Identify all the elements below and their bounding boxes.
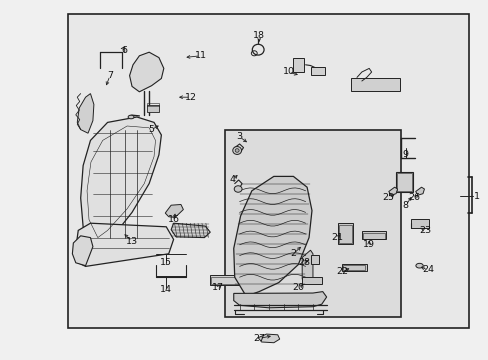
Polygon shape xyxy=(165,204,183,217)
Text: 4: 4 xyxy=(229,175,235,184)
Text: 2: 2 xyxy=(290,249,296,258)
Bar xyxy=(211,277,240,284)
Text: 15: 15 xyxy=(160,258,172,267)
Bar xyxy=(146,105,159,112)
Polygon shape xyxy=(76,223,173,266)
Bar xyxy=(338,223,352,244)
Bar xyxy=(350,78,399,91)
Ellipse shape xyxy=(235,149,239,152)
Text: 19: 19 xyxy=(363,240,374,249)
Polygon shape xyxy=(258,334,279,343)
Ellipse shape xyxy=(234,186,242,192)
Bar xyxy=(68,14,468,328)
Text: 1: 1 xyxy=(473,192,479,201)
Text: 26: 26 xyxy=(408,194,420,202)
Text: 7: 7 xyxy=(107,71,113,80)
Text: 8: 8 xyxy=(402,201,408,210)
Bar xyxy=(146,103,159,106)
Text: 23: 23 xyxy=(419,226,430,235)
Text: 22: 22 xyxy=(336,267,347,276)
Text: 11: 11 xyxy=(194,51,206,60)
Polygon shape xyxy=(233,292,326,308)
Bar xyxy=(310,67,325,75)
Polygon shape xyxy=(129,52,163,92)
Text: 13: 13 xyxy=(126,237,138,246)
Bar xyxy=(410,219,428,228)
Text: 16: 16 xyxy=(167,215,179,224)
Text: 20: 20 xyxy=(292,284,304,292)
Bar xyxy=(210,275,242,285)
Text: 12: 12 xyxy=(184,93,196,102)
Text: 25: 25 xyxy=(382,194,394,202)
Text: 17: 17 xyxy=(211,284,223,292)
Polygon shape xyxy=(81,117,161,245)
Polygon shape xyxy=(72,236,93,266)
Ellipse shape xyxy=(415,264,423,268)
Bar xyxy=(362,233,384,239)
Bar xyxy=(343,265,365,270)
Text: 14: 14 xyxy=(160,285,172,294)
Polygon shape xyxy=(233,176,311,296)
Text: 28: 28 xyxy=(298,258,309,267)
Bar xyxy=(293,58,304,72)
Bar xyxy=(302,277,321,284)
Bar xyxy=(342,264,366,271)
Ellipse shape xyxy=(128,115,134,119)
Text: 18: 18 xyxy=(253,31,264,40)
Bar xyxy=(361,231,386,239)
Bar xyxy=(310,255,319,264)
Text: 27: 27 xyxy=(253,334,264,343)
Polygon shape xyxy=(388,187,397,195)
Text: 3: 3 xyxy=(236,132,242,141)
Polygon shape xyxy=(171,223,210,238)
Text: 6: 6 xyxy=(122,46,127,55)
Text: 24: 24 xyxy=(421,266,433,274)
Bar xyxy=(396,173,411,191)
Text: 9: 9 xyxy=(402,150,408,159)
Polygon shape xyxy=(77,94,94,133)
Polygon shape xyxy=(302,250,312,284)
Text: 10: 10 xyxy=(282,68,294,77)
Ellipse shape xyxy=(232,147,241,154)
Bar xyxy=(395,172,412,192)
Text: 21: 21 xyxy=(331,233,343,242)
Polygon shape xyxy=(415,187,424,195)
Bar xyxy=(224,130,400,317)
Text: 5: 5 xyxy=(148,125,154,134)
Bar xyxy=(339,225,351,243)
